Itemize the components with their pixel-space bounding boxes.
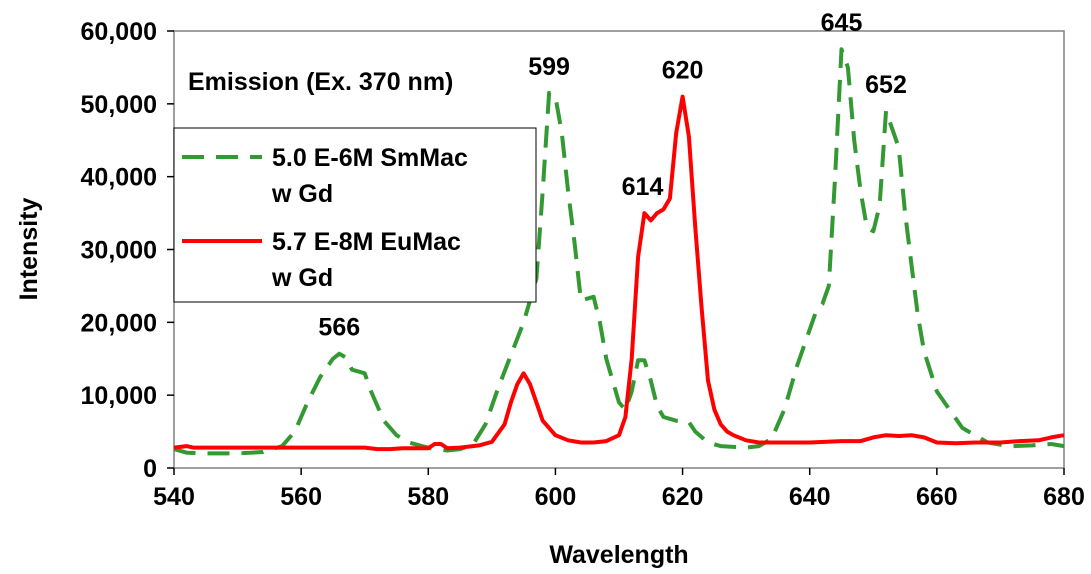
legend-label-smmac-line1: 5.0 E-6M SmMac — [272, 144, 468, 172]
x-axis-title: Wavelength — [549, 541, 688, 569]
legend-label-smmac-line2: w Gd — [271, 180, 333, 208]
x-tick-label: 620 — [662, 483, 704, 511]
y-tick-label: 0 — [143, 455, 157, 483]
x-axis: 540 560 580 600 620 640 660 680 — [153, 468, 1085, 511]
y-axis: 0 10,000 20,000 30,000 40,000 50,000 60,000 — [81, 18, 174, 483]
peak-label-620: 620 — [662, 57, 704, 85]
peak-label-566: 566 — [318, 314, 360, 342]
x-tick-label: 640 — [789, 483, 831, 511]
y-tick-label: 50,000 — [81, 91, 157, 119]
series-line-eumac — [173, 94, 1065, 452]
chart-title: Emission (Ex. 370 nm) — [188, 68, 453, 96]
peak-annotations: 566 599 614 620 645 652 — [318, 9, 906, 341]
peak-label-645: 645 — [821, 9, 863, 37]
peak-label-614: 614 — [622, 173, 664, 201]
y-tick-label: 20,000 — [81, 309, 157, 337]
peak-label-599: 599 — [528, 53, 570, 81]
y-axis-title: Intensity — [15, 198, 43, 301]
legend-label-eumac-line2: w Gd — [271, 264, 333, 292]
x-tick-label: 600 — [535, 483, 577, 511]
peak-label-652: 652 — [865, 71, 907, 99]
x-tick-label: 540 — [153, 483, 195, 511]
x-tick-label: 680 — [1043, 483, 1085, 511]
y-tick-label: 10,000 — [81, 382, 157, 410]
x-tick-label: 580 — [407, 483, 449, 511]
y-tick-label: 60,000 — [81, 18, 157, 46]
y-tick-label: 30,000 — [81, 237, 157, 265]
series-line-smmac — [173, 47, 1065, 456]
legend: 5.0 E-6M SmMac w Gd 5.7 E-8M EuMac w Gd — [173, 127, 537, 303]
series-layer — [173, 47, 1065, 456]
x-tick-label: 660 — [916, 483, 958, 511]
y-tick-label: 40,000 — [81, 164, 157, 192]
legend-label-eumac-line1: 5.7 E-8M EuMac — [272, 228, 461, 256]
x-tick-label: 560 — [280, 483, 322, 511]
